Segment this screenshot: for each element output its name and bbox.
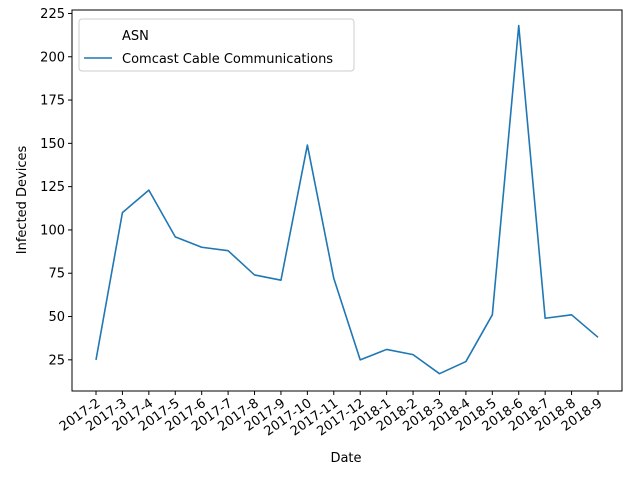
legend-box <box>78 18 355 72</box>
legend-title: ASN <box>122 29 149 44</box>
x-axis: 2017-22017-32017-42017-52017-62017-72017… <box>57 391 605 439</box>
y-tick-label: 225 <box>40 7 65 22</box>
y-tick-label: 100 <box>40 223 65 238</box>
y-tick-label: 50 <box>48 310 65 325</box>
y-tick-label: 25 <box>48 353 65 368</box>
y-tick-label: 75 <box>48 267 65 282</box>
x-axis-label: Date <box>330 451 361 466</box>
y-axis-label: Infected Devices <box>15 146 30 255</box>
legend-entry-label: Comcast Cable Communications <box>122 52 333 67</box>
y-tick-label: 125 <box>40 180 65 195</box>
legend: ASN Comcast Cable Communications <box>78 18 355 72</box>
y-axis: 25 50 75 100 125 150 175 200 225 <box>40 7 72 368</box>
series-line <box>95 24 599 375</box>
series-layer <box>95 24 599 375</box>
y-tick-label: 175 <box>40 94 65 109</box>
y-tick-label: 200 <box>40 50 65 65</box>
plot-frame <box>71 9 623 392</box>
y-tick-label: 150 <box>40 137 65 152</box>
